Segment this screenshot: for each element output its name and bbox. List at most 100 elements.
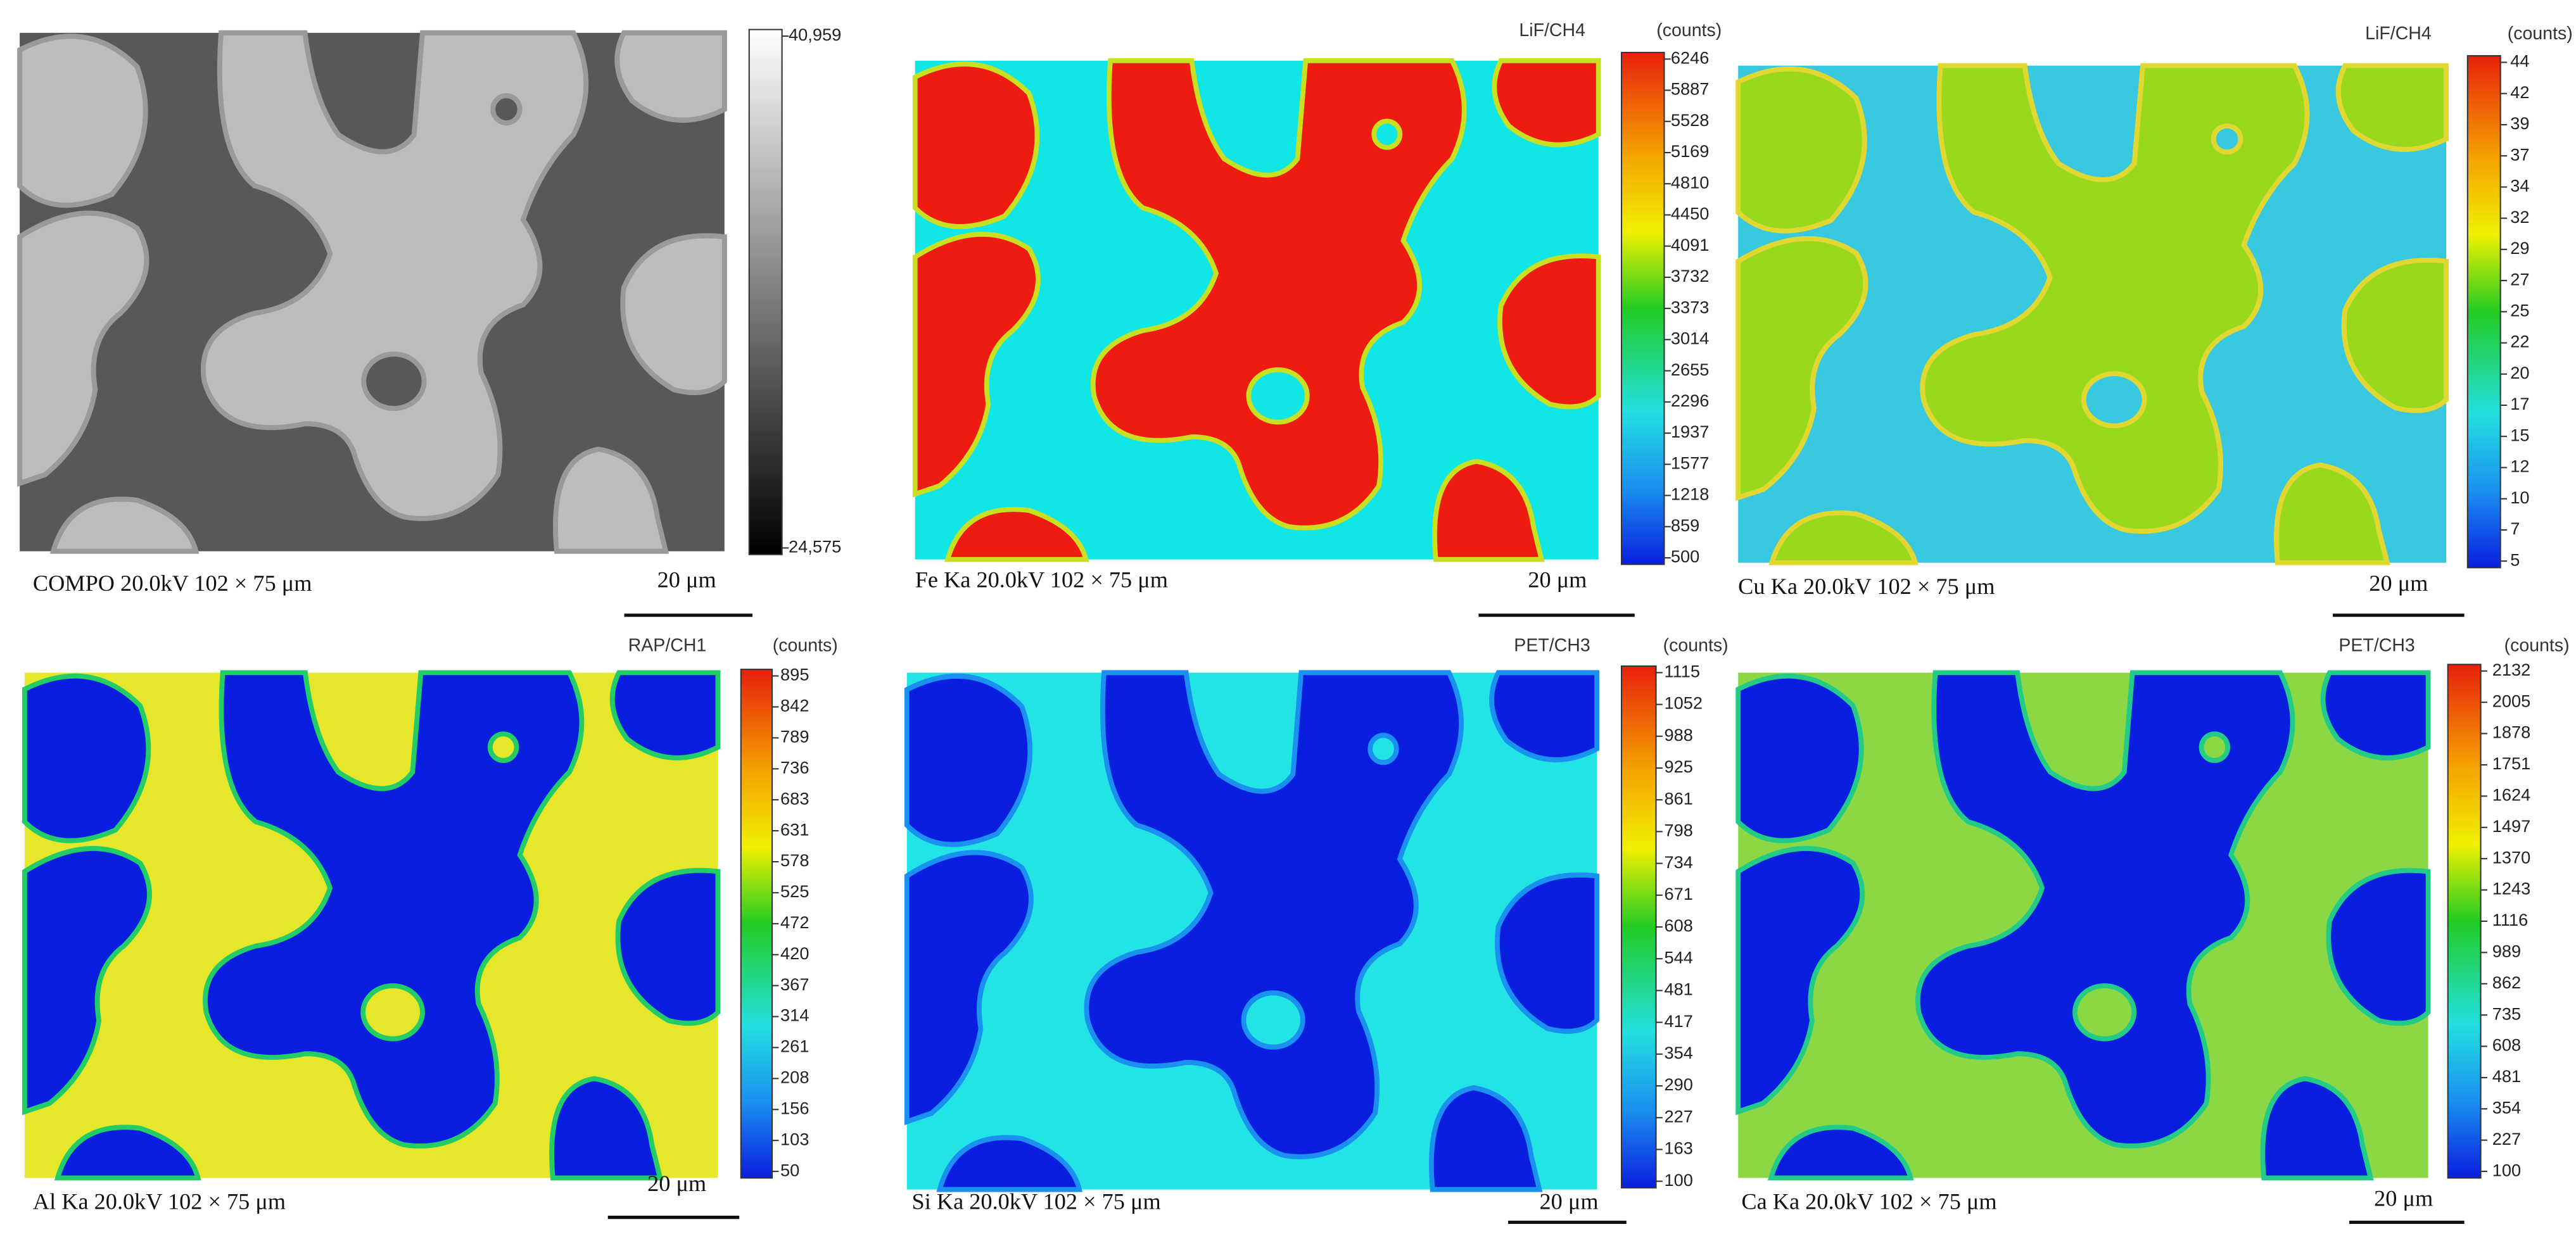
- map-caption: Si Ka 20.0kV 102 × 75 μm: [912, 1189, 1161, 1214]
- color-bar-label: 862: [2492, 973, 2521, 992]
- color-bar: [740, 669, 773, 1179]
- color-bar-label: 5528: [1671, 110, 1710, 130]
- color-bar-label: 100: [1664, 1170, 1692, 1190]
- map-panel: 6246 5887 5528 5169 4810 4450 4091 3732 3373 3014…: [915, 20, 1722, 617]
- color-bar-label: 1218: [1671, 484, 1710, 504]
- color-bar-label: 22: [2510, 332, 2529, 351]
- scale-bar-label: 20 μm: [1539, 1189, 1598, 1214]
- color-bar-label: 789: [780, 727, 809, 747]
- unit-label: (counts): [2504, 636, 2570, 656]
- color-bar-label: 671: [1664, 884, 1692, 904]
- color-bar-label: 34: [2510, 176, 2529, 196]
- color-bar-label: 1624: [2492, 785, 2531, 805]
- scale-bar-label: 20 μm: [2369, 570, 2428, 596]
- color-bar-label: 290: [1664, 1074, 1692, 1094]
- color-bar-label: 354: [1664, 1043, 1692, 1062]
- color-bar-label: 5: [2510, 550, 2520, 569]
- color-bar-label: 156: [780, 1098, 809, 1118]
- color-bar-label: 4810: [1671, 172, 1710, 192]
- color-bar-label: 6246: [1671, 47, 1710, 67]
- color-bar-label: 7: [2510, 519, 2520, 538]
- color-bar-label: 895: [780, 665, 809, 684]
- channel-label: LiF/CH4: [2365, 23, 2432, 44]
- map-caption: Cu Ka 20.0kV 102 × 75 μm: [1738, 574, 1995, 599]
- map-panel: 895 842 789 736 683 631 578 525 472 420 367 314 261 2…: [25, 636, 838, 1219]
- color-bar-label: 39: [2510, 113, 2529, 133]
- color-bar-label: 44: [2510, 51, 2529, 71]
- color-bar-label: 367: [780, 974, 809, 994]
- color-bar-label: 2132: [2492, 660, 2531, 679]
- color-bar-label: 1937: [1671, 422, 1710, 441]
- color-bar-label: 5169: [1671, 141, 1710, 161]
- color-bar-label: 4450: [1671, 204, 1710, 224]
- color-bar-label: 1116: [2492, 910, 2528, 929]
- color-bar-label: 859: [1671, 515, 1699, 535]
- color-bar-label: 842: [780, 696, 809, 715]
- color-bar-label: 2296: [1671, 391, 1710, 410]
- color-bar-label: 500: [1671, 546, 1699, 566]
- color-bar-label: 5887: [1671, 79, 1710, 99]
- color-bar-label: 1370: [2492, 847, 2531, 867]
- map-caption: Al Ka 20.0kV 102 × 75 μm: [33, 1189, 286, 1214]
- color-bar-label: 15: [2510, 425, 2529, 444]
- color-bar-label: 1751: [2492, 753, 2531, 773]
- color-bar-label: 2005: [2492, 691, 2531, 710]
- color-bar-label: 42: [2510, 82, 2529, 102]
- color-bar-label: 734: [1664, 852, 1692, 872]
- scale-bar-label: 20 μm: [1528, 567, 1587, 593]
- color-bar-label: 29: [2510, 238, 2529, 258]
- color-bar-label: 472: [780, 912, 809, 932]
- color-bar-label: 3373: [1671, 297, 1710, 317]
- channel-label: PET/CH3: [2338, 636, 2414, 656]
- color-bar-label: 925: [1664, 757, 1692, 776]
- color-bar-label: 798: [1664, 821, 1692, 840]
- color-bar-label: 10: [2510, 488, 2529, 507]
- color-bar-label: 27: [2510, 269, 2529, 289]
- color-bar-label: 1878: [2492, 722, 2531, 742]
- unit-label: (counts): [1656, 20, 1722, 41]
- color-bar-label: 2655: [1671, 360, 1710, 379]
- color-bar-label: 417: [1664, 1011, 1692, 1031]
- color-bar-label: 25: [2510, 301, 2529, 320]
- color-bar-label: 37: [2510, 144, 2529, 164]
- color-bar-label: 227: [2492, 1129, 2521, 1149]
- color-bar-label: 608: [1664, 916, 1692, 935]
- color-bar: [1620, 51, 1665, 565]
- color-bar-label: 525: [780, 881, 809, 901]
- color-bar-label: 683: [780, 788, 809, 808]
- color-bar-label: 227: [1664, 1106, 1692, 1126]
- color-bar-label: 420: [780, 943, 809, 963]
- color-bar-label: 20: [2510, 363, 2529, 382]
- color-bar-label: 103: [780, 1129, 809, 1149]
- color-bar-label: 736: [780, 757, 809, 777]
- color-bar-label: 3014: [1671, 329, 1710, 348]
- color-bar-label: 17: [2510, 394, 2529, 413]
- color-bar-label: 1115: [1664, 662, 1700, 681]
- color-bar-label: 989: [2492, 942, 2521, 961]
- color-bar-label: 578: [780, 850, 809, 870]
- color-bar-label: 1497: [2492, 816, 2531, 836]
- map-caption: Ca Ka 20.0kV 102 × 75 μm: [1741, 1189, 1996, 1214]
- color-bar-label: 314: [780, 1005, 809, 1025]
- map-caption: COMPO 20.0kV 102 × 75 μm: [33, 570, 312, 596]
- map-panel: 44 42 39 37 34 32 29 27 25 22 20 17 15 12 10 7 5 LiF/CH4 (…: [1738, 23, 2573, 617]
- color-bar-label: 1052: [1664, 693, 1703, 713]
- color-bar: [748, 28, 783, 555]
- color-bar-label: 32: [2510, 207, 2529, 227]
- map-caption: Fe Ka 20.0kV 102 × 75 μm: [915, 567, 1168, 593]
- color-bar-label: 50: [780, 1160, 799, 1180]
- color-bar: [2447, 664, 2482, 1179]
- color-bar-label: 3732: [1671, 266, 1710, 286]
- scale-bar-label: 20 μm: [647, 1171, 706, 1196]
- color-bar-label: 735: [2492, 1004, 2521, 1023]
- color-bar-label: 1577: [1671, 453, 1710, 472]
- unit-label: (counts): [1663, 636, 1729, 656]
- color-bar-label: 354: [2492, 1097, 2521, 1117]
- unit-label: (counts): [773, 636, 838, 656]
- color-bar: [2466, 55, 2501, 569]
- scale-bar-label: 20 μm: [657, 567, 716, 593]
- color-bar-label: 100: [2492, 1160, 2521, 1180]
- color-bar: [1620, 665, 1657, 1189]
- map-panel: 1115 1052 988 925 861 798 734 671 608 544 481 417 35…: [907, 636, 1729, 1224]
